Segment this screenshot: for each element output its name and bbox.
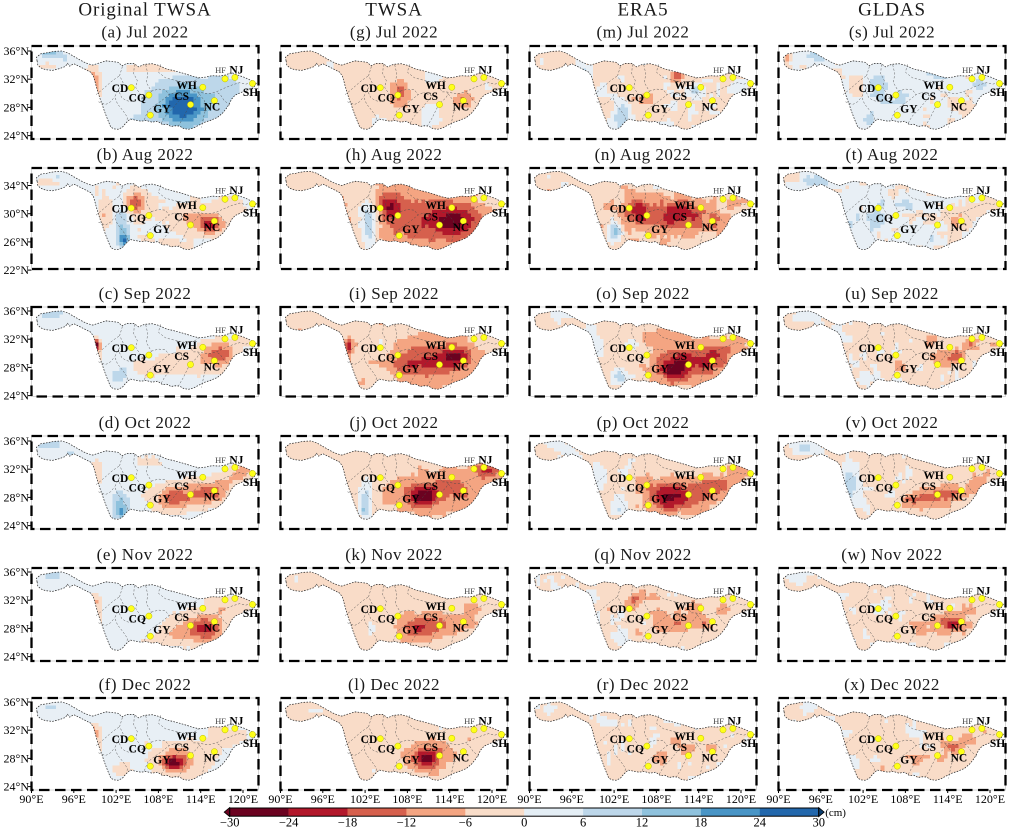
svg-text:(e) Nov 2022: (e) Nov 2022: [97, 545, 194, 564]
svg-text:(g) Jul 2022: (g) Jul 2022: [350, 23, 438, 42]
svg-text:12: 12: [636, 816, 649, 830]
svg-text:32°N: 32°N: [4, 723, 30, 737]
svg-text:36°N: 36°N: [4, 44, 30, 58]
svg-text:96°E: 96°E: [560, 792, 584, 806]
svg-text:(r) Dec 2022: (r) Dec 2022: [597, 675, 690, 694]
svg-text:0: 0: [521, 816, 527, 830]
svg-text:28°N: 28°N: [4, 360, 30, 374]
svg-text:36°N: 36°N: [4, 304, 30, 318]
svg-text:120°E: 120°E: [228, 792, 258, 806]
svg-text:28°N: 28°N: [4, 100, 30, 114]
svg-text:(o) Sep 2022: (o) Sep 2022: [596, 284, 690, 303]
svg-text:108°E: 108°E: [641, 792, 671, 806]
svg-text:102°E: 102°E: [350, 792, 380, 806]
svg-text:22°N: 22°N: [4, 263, 30, 277]
svg-text:90°E: 90°E: [517, 792, 541, 806]
svg-text:102°E: 102°E: [848, 792, 878, 806]
svg-text:32°N: 32°N: [4, 593, 30, 607]
svg-text:120°E: 120°E: [975, 792, 1005, 806]
svg-text:90°E: 90°E: [19, 792, 43, 806]
svg-text:96°E: 96°E: [311, 792, 335, 806]
svg-text:(j) Oct 2022: (j) Oct 2022: [349, 413, 438, 432]
svg-text:18: 18: [695, 816, 708, 830]
svg-text:(k) Nov 2022: (k) Nov 2022: [345, 545, 443, 564]
svg-text:108°E: 108°E: [392, 792, 422, 806]
svg-text:28°N: 28°N: [4, 751, 30, 765]
svg-text:102°E: 102°E: [101, 792, 131, 806]
svg-text:(i) Sep 2022: (i) Sep 2022: [349, 284, 439, 303]
svg-text:(l) Dec 2022: (l) Dec 2022: [348, 675, 440, 694]
svg-text:TWSA: TWSA: [365, 0, 422, 21]
svg-text:ERA5: ERA5: [617, 0, 668, 21]
svg-text:(f) Dec 2022: (f) Dec 2022: [99, 675, 192, 694]
svg-text:108°E: 108°E: [890, 792, 920, 806]
svg-text:114°E: 114°E: [435, 792, 465, 806]
svg-text:114°E: 114°E: [933, 792, 963, 806]
svg-text:(u) Sep 2022: (u) Sep 2022: [845, 284, 939, 303]
svg-text:(c) Sep 2022: (c) Sep 2022: [99, 284, 192, 303]
svg-text:108°E: 108°E: [143, 792, 173, 806]
svg-text:24°N: 24°N: [4, 129, 30, 143]
svg-text:24°N: 24°N: [4, 780, 30, 794]
svg-text:32°N: 32°N: [4, 72, 30, 86]
svg-text:96°E: 96°E: [809, 792, 833, 806]
svg-text:−24: −24: [279, 816, 299, 830]
svg-text:(h) Aug 2022: (h) Aug 2022: [346, 145, 443, 164]
svg-text:(m) Jul 2022: (m) Jul 2022: [597, 23, 690, 42]
svg-text:114°E: 114°E: [684, 792, 714, 806]
svg-text:(t) Aug 2022: (t) Aug 2022: [846, 145, 939, 164]
svg-text:Original TWSA: Original TWSA: [78, 0, 211, 21]
svg-text:24°N: 24°N: [4, 519, 30, 533]
svg-text:32°N: 32°N: [4, 462, 30, 476]
svg-text:36°N: 36°N: [4, 434, 30, 448]
svg-text:30: 30: [812, 816, 825, 830]
svg-text:96°E: 96°E: [62, 792, 86, 806]
svg-text:102°E: 102°E: [599, 792, 629, 806]
svg-text:(a) Jul 2022: (a) Jul 2022: [101, 23, 188, 42]
svg-text:(p) Oct 2022: (p) Oct 2022: [597, 413, 690, 432]
svg-text:(v) Oct 2022: (v) Oct 2022: [846, 413, 939, 432]
svg-text:120°E: 120°E: [477, 792, 507, 806]
svg-text:(n) Aug 2022: (n) Aug 2022: [595, 145, 692, 164]
svg-text:(b) Aug 2022: (b) Aug 2022: [97, 145, 194, 164]
svg-text:90°E: 90°E: [766, 792, 790, 806]
svg-text:30°N: 30°N: [4, 207, 30, 221]
svg-text:114°E: 114°E: [186, 792, 216, 806]
svg-text:36°N: 36°N: [4, 695, 30, 709]
svg-text:28°N: 28°N: [4, 490, 30, 504]
svg-text:90°E: 90°E: [268, 792, 292, 806]
svg-text:(cm): (cm): [825, 807, 846, 819]
svg-text:6: 6: [580, 816, 586, 830]
svg-text:34°N: 34°N: [4, 179, 30, 193]
svg-text:32°N: 32°N: [4, 332, 30, 346]
svg-text:26°N: 26°N: [4, 235, 30, 249]
svg-text:(d) Oct 2022: (d) Oct 2022: [99, 413, 192, 432]
svg-text:24°N: 24°N: [4, 389, 30, 403]
svg-text:−6: −6: [459, 816, 472, 830]
svg-text:−12: −12: [397, 816, 417, 830]
svg-text:36°N: 36°N: [4, 565, 30, 579]
svg-text:120°E: 120°E: [726, 792, 756, 806]
svg-text:GLDAS: GLDAS: [858, 0, 926, 21]
svg-text:24: 24: [754, 816, 767, 830]
svg-text:(s) Jul 2022: (s) Jul 2022: [849, 23, 935, 42]
svg-text:(q) Nov 2022: (q) Nov 2022: [594, 545, 692, 564]
svg-text:28°N: 28°N: [4, 621, 30, 635]
svg-text:−30: −30: [220, 816, 240, 830]
svg-text:24°N: 24°N: [4, 650, 30, 664]
svg-text:(w) Nov 2022: (w) Nov 2022: [841, 545, 942, 564]
svg-text:−18: −18: [338, 816, 358, 830]
svg-text:(x) Dec 2022: (x) Dec 2022: [844, 675, 940, 694]
